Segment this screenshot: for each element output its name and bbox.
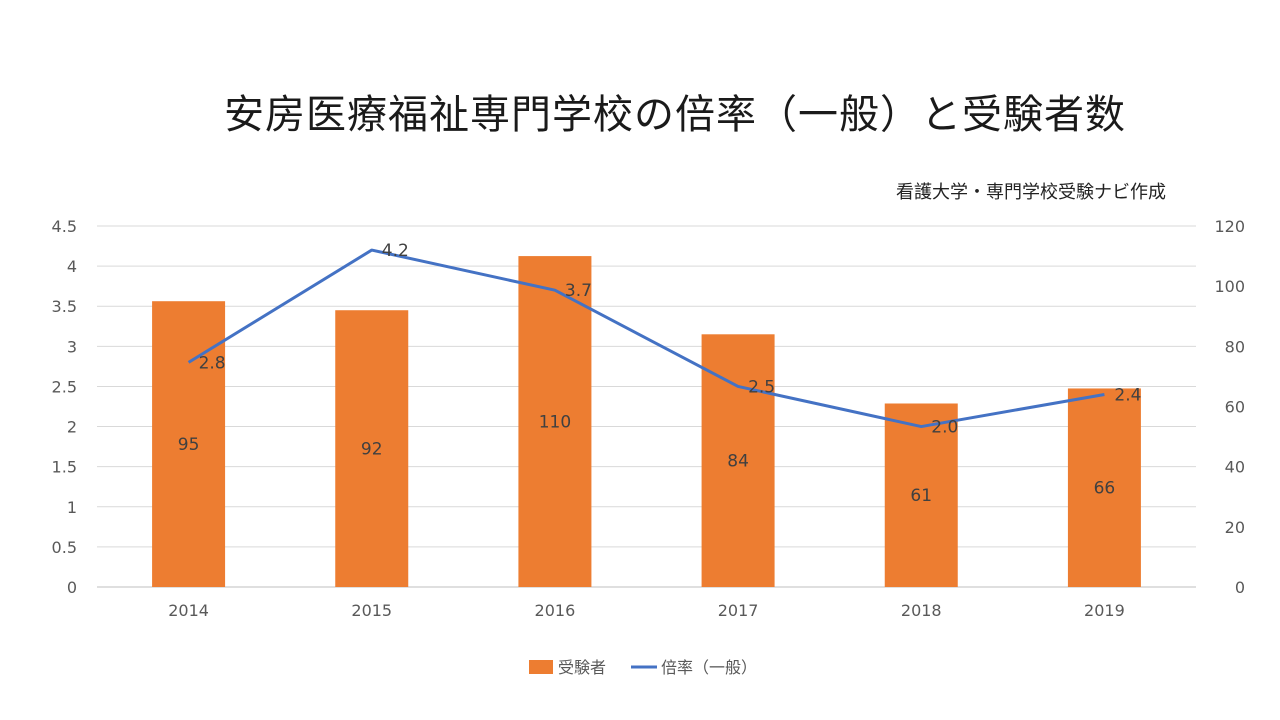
left-axis-tick: 2 xyxy=(67,418,77,437)
chart-credit: 看護大学・専門学校受験ナビ作成 xyxy=(896,182,1166,203)
bar-data-label: 92 xyxy=(361,440,383,460)
x-axis-tick: 2018 xyxy=(901,601,942,620)
right-axis-tick: 40 xyxy=(1225,458,1245,477)
left-axis-tick: 0.5 xyxy=(52,538,77,557)
bar-2019 xyxy=(1067,388,1141,587)
right-axis-tick: 0 xyxy=(1235,578,1245,597)
line-series-ratio xyxy=(187,248,1105,429)
chart-title: 安房医療福祉専門学校の倍率（一般）と受験者数 xyxy=(224,92,1126,138)
bar-2016 xyxy=(518,256,592,587)
bar-data-label: 84 xyxy=(727,452,749,472)
line-data-label: 2.4 xyxy=(1114,385,1141,405)
right-axis-tick: 120 xyxy=(1214,217,1245,236)
left-axis-tick: 2.5 xyxy=(52,377,77,396)
bar-data-label: 61 xyxy=(910,486,932,506)
legend-bar-label: 受験者 xyxy=(558,658,606,677)
line-data-label: 2.0 xyxy=(931,418,958,438)
right-axis-tick: 80 xyxy=(1225,337,1245,356)
x-axis-tick: 2014 xyxy=(168,601,209,620)
line-data-label: 3.7 xyxy=(565,281,592,301)
legend-line-label: 倍率（一般） xyxy=(661,658,757,677)
right-axis-tick: 60 xyxy=(1225,398,1245,417)
bar-2015 xyxy=(335,310,409,587)
left-axis-tick: 0 xyxy=(67,578,77,597)
left-axis-tick: 4.5 xyxy=(52,217,77,236)
bar-data-label: 66 xyxy=(1094,479,1116,499)
line-data-label: 2.5 xyxy=(748,377,775,397)
x-axis-tick: 2019 xyxy=(1084,601,1125,620)
right-axis-tick: 100 xyxy=(1214,277,1245,296)
line-data-label: 4.2 xyxy=(382,241,409,261)
left-axis-tick: 4 xyxy=(67,257,77,276)
right-axis-tick: 20 xyxy=(1225,518,1245,537)
bar-2018 xyxy=(884,403,958,587)
left-axis-tick: 3 xyxy=(67,337,77,356)
x-axis-tick: 2017 xyxy=(718,601,759,620)
legend-bar-swatch xyxy=(529,660,553,674)
left-axis-tick: 1 xyxy=(67,498,77,517)
left-axis-tick: 3.5 xyxy=(52,297,77,316)
bar-data-label: 110 xyxy=(539,413,571,433)
line-data-label: 2.8 xyxy=(199,353,226,373)
bar-2017 xyxy=(701,334,775,587)
left-axis-tick: 1.5 xyxy=(52,458,77,477)
bar-data-label: 95 xyxy=(178,435,200,455)
x-axis-tick: 2015 xyxy=(351,601,392,620)
x-axis-tick: 2016 xyxy=(535,601,576,620)
